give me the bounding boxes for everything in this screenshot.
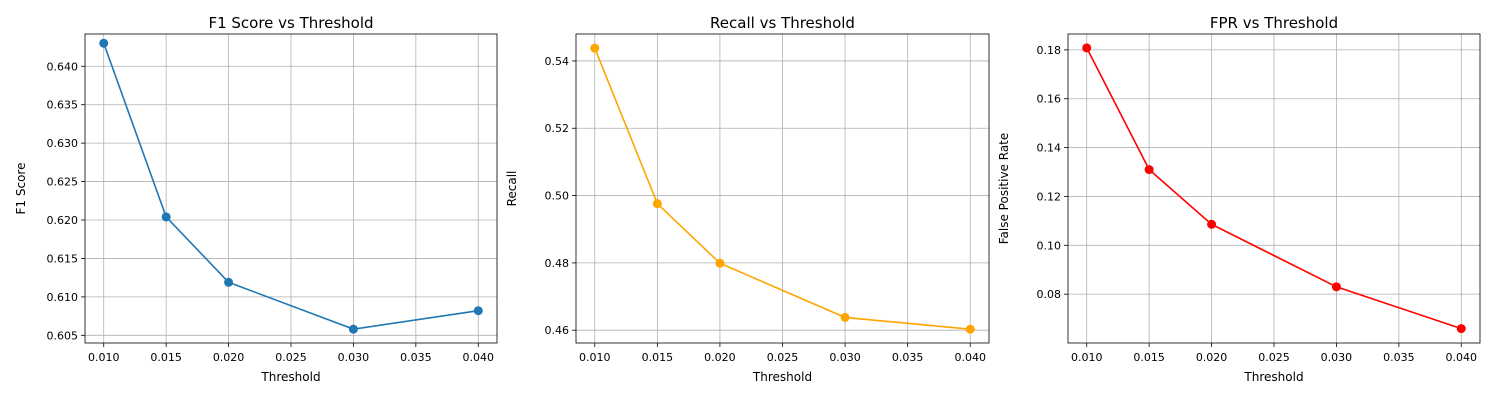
data-point (652, 199, 662, 209)
data-point (1207, 219, 1217, 229)
y-tick-label: 0.52 (545, 122, 570, 135)
data-point (99, 38, 109, 48)
x-tick-label: 0.040 (463, 351, 495, 364)
x-tick-label: 0.010 (579, 351, 611, 364)
chart-panel-3: 0.010 0.015 0.020 0.025 0.030 0.035 0.040 0.08 0… (997, 14, 1481, 384)
y-tick-label: 0.54 (545, 55, 570, 68)
y-tick-label: 0.10 (1037, 239, 1062, 252)
y-tick-label: 0.46 (545, 324, 570, 337)
x-tick-label: 0.040 (954, 351, 986, 364)
x-tick-label: 0.030 (829, 351, 861, 364)
y-tick-label: 0.18 (1037, 44, 1062, 57)
data-point (1144, 165, 1154, 175)
y-tick-label: 0.610 (47, 291, 79, 304)
y-tick-label: 0.08 (1037, 288, 1062, 301)
x-tick-label: 0.020 (704, 351, 736, 364)
chart-title: F1 Score vs Threshold (208, 14, 373, 32)
y-tick-label: 0.16 (1037, 93, 1062, 106)
x-tick-label: 0.025 (1258, 351, 1290, 364)
x-axis-label: Threshold (1243, 370, 1303, 384)
chart-title: Recall vs Threshold (710, 14, 855, 32)
y-axis-label: F1 Score (14, 163, 28, 215)
y-tick-label: 0.635 (47, 99, 79, 112)
data-point (161, 212, 171, 222)
data-point (715, 258, 725, 268)
data-point (348, 324, 358, 334)
x-tick-label: 0.035 (892, 351, 924, 364)
chart-title: FPR vs Threshold (1210, 14, 1338, 32)
x-tick-label: 0.015 (150, 351, 182, 364)
data-point (1331, 282, 1341, 292)
y-tick-label: 0.50 (545, 190, 570, 203)
x-tick-label: 0.020 (1196, 351, 1228, 364)
x-tick-label: 0.010 (1071, 351, 1103, 364)
data-point (473, 306, 483, 316)
plot-frame (575, 33, 990, 344)
y-axis-label: False Positive Rate (997, 133, 1011, 245)
data-point (1082, 43, 1092, 53)
y-tick-label: 0.14 (1037, 142, 1062, 155)
x-tick-label: 0.040 (1446, 351, 1478, 364)
x-tick-label: 0.030 (1321, 351, 1353, 364)
x-tick-label: 0.015 (1133, 351, 1165, 364)
y-tick-label: 0.605 (47, 329, 79, 342)
y-tick-label: 0.630 (47, 137, 79, 150)
y-tick-label: 0.615 (47, 252, 79, 265)
x-tick-label: 0.035 (1383, 351, 1415, 364)
x-tick-label: 0.030 (338, 351, 370, 364)
x-tick-label: 0.025 (275, 351, 307, 364)
y-tick-label: 0.48 (545, 257, 570, 270)
x-tick-label: 0.015 (642, 351, 674, 364)
x-tick-label: 0.025 (767, 351, 799, 364)
x-tick-label: 0.010 (88, 351, 120, 364)
x-axis-label: Threshold (752, 370, 812, 384)
x-tick-label: 0.020 (213, 351, 245, 364)
data-point (840, 312, 850, 322)
y-tick-label: 0.12 (1037, 190, 1062, 203)
y-tick-label: 0.640 (47, 60, 79, 73)
chart-panel-2: 0.010 0.015 0.020 0.025 0.030 0.035 0.040 0.46 0… (505, 14, 990, 384)
plot-frame (84, 33, 498, 344)
data-point (590, 43, 600, 53)
y-tick-label: 0.625 (47, 176, 79, 189)
data-point (224, 277, 234, 287)
data-point (965, 324, 975, 334)
x-tick-label: 0.035 (400, 351, 432, 364)
chart-panel-1: 0.010 0.015 0.020 0.025 0.030 0.035 0.040 0.605… (14, 14, 498, 384)
x-axis-label: Threshold (260, 370, 320, 384)
y-tick-label: 0.620 (47, 214, 79, 227)
y-axis-label: Recall (505, 171, 519, 207)
plot-frame (1067, 33, 1481, 344)
data-point (1456, 324, 1466, 334)
